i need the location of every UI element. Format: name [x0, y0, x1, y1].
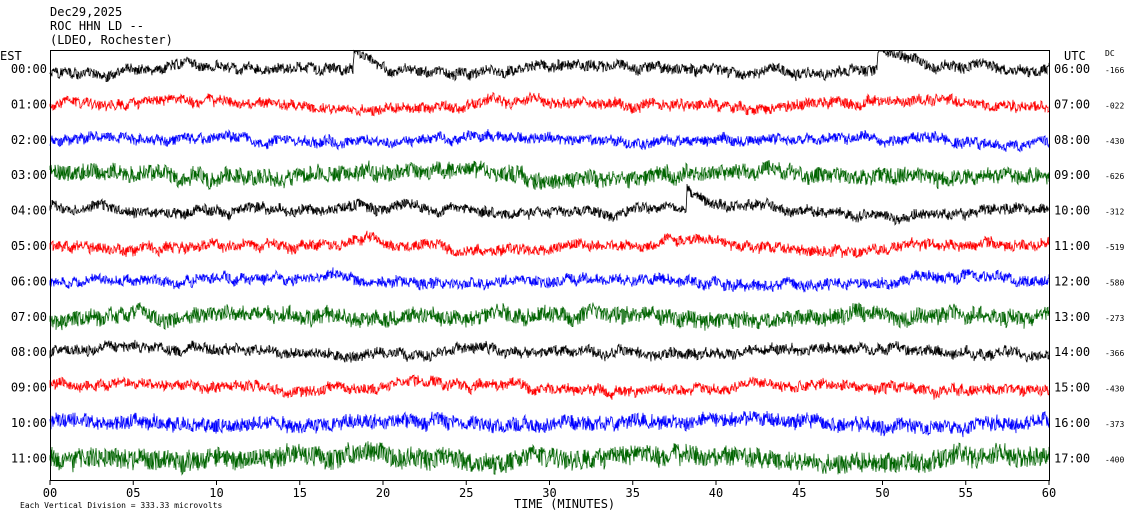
utc-time-label: 12:00: [1054, 274, 1090, 288]
x-tick-label: 30: [542, 486, 556, 500]
utc-axis-label: UTC: [1064, 49, 1086, 63]
est-time-label: 04:00: [11, 204, 47, 218]
est-time-label: 05:00: [11, 239, 47, 253]
dc-offset-label: -400: [1105, 455, 1124, 464]
utc-time-label: 08:00: [1054, 133, 1090, 147]
dc-offset-label: -166: [1105, 66, 1124, 75]
x-tick-label: 60: [1042, 486, 1056, 500]
x-tick-label: 55: [959, 486, 973, 500]
x-tick-label: 05: [126, 486, 140, 500]
utc-time-label: 13:00: [1054, 310, 1090, 324]
est-time-label: 11:00: [11, 451, 47, 465]
trace-row-11: [49, 441, 1050, 476]
dc-offset-label: -626: [1105, 172, 1124, 181]
dc-offset-label: -022: [1105, 101, 1124, 110]
trace-row-10: [49, 410, 1050, 438]
est-time-label: 08:00: [11, 345, 47, 359]
x-tick-label: 40: [709, 486, 723, 500]
trace-row-5: [49, 230, 1050, 259]
x-tick-label: 35: [626, 486, 640, 500]
x-tick-label: 10: [209, 486, 223, 500]
utc-time-label: 09:00: [1054, 168, 1090, 182]
x-tick-label: 50: [875, 486, 889, 500]
dc-offset-label: -430: [1105, 385, 1124, 394]
dc-offset-label: -273: [1105, 314, 1124, 323]
utc-time-label: 06:00: [1054, 62, 1090, 76]
x-tick-label: 45: [792, 486, 806, 500]
utc-time-label: 07:00: [1054, 97, 1090, 111]
utc-time-label: 16:00: [1054, 416, 1090, 430]
utc-time-label: 15:00: [1054, 381, 1090, 395]
trace-row-0: [49, 49, 1050, 83]
dc-offset-label: -373: [1105, 420, 1124, 429]
est-time-label: 06:00: [11, 274, 47, 288]
header-network: (LDEO, Rochester): [50, 33, 173, 47]
x-axis: 00 05 10 15 20 25 30 35 40 45 50 55 60: [43, 480, 1056, 500]
dc-offset-label: -580: [1105, 278, 1124, 287]
trace-row-9: [49, 374, 1050, 400]
x-tick-label: 20: [376, 486, 390, 500]
utc-time-label: 14:00: [1054, 345, 1090, 359]
trace-row-2: [49, 128, 1050, 153]
trace-row-7: [49, 302, 1050, 331]
plot-frame: [50, 50, 1050, 481]
x-axis-title: TIME (MINUTES): [514, 497, 615, 511]
est-time-label: 00:00: [11, 62, 47, 76]
x-tick-label: 15: [293, 486, 307, 500]
est-time-label: 07:00: [11, 310, 47, 324]
x-tick-label: 25: [459, 486, 473, 500]
dc-axis-label: DC: [1105, 49, 1115, 58]
utc-time-label: 17:00: [1054, 451, 1090, 465]
trace-row-3: [49, 160, 1050, 190]
dc-offset-label: -312: [1105, 208, 1124, 217]
trace-row-1: [49, 91, 1050, 117]
trace-row-6: [49, 267, 1050, 293]
dc-offset-label: -366: [1105, 349, 1124, 358]
trace-layer: [49, 49, 1050, 476]
est-time-label: 09:00: [11, 381, 47, 395]
dc-offset-label: -430: [1105, 137, 1124, 146]
est-time-label: 03:00: [11, 168, 47, 182]
utc-time-label: 11:00: [1054, 239, 1090, 253]
header-date: Dec29,2025: [50, 5, 123, 19]
est-time-label: 02:00: [11, 133, 47, 147]
est-time-label: 10:00: [11, 416, 47, 430]
header-station: ROC HHN LD --: [50, 19, 144, 33]
row-labels: 00:00 06:00 -166 01:00 07:00 -022 02:00 08:00 -4…: [11, 62, 1125, 465]
est-time-label: 01:00: [11, 97, 47, 111]
x-tick-label: 00: [43, 486, 57, 500]
est-axis-label: EST: [0, 49, 22, 63]
utc-time-label: 10:00: [1054, 204, 1090, 218]
dc-offset-label: -519: [1105, 243, 1124, 252]
trace-row-4: [49, 183, 1050, 226]
footer-scale-note: Each Vertical Division = 333.33 microvol…: [20, 501, 222, 510]
trace-row-8: [49, 339, 1050, 363]
